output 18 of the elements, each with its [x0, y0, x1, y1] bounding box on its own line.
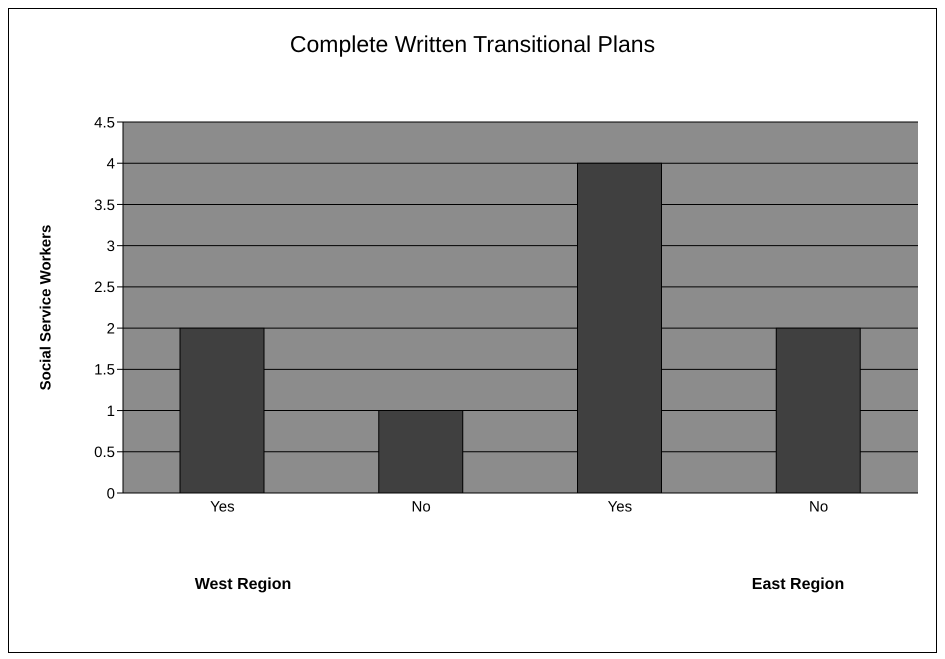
text: West Region	[194, 576, 292, 594]
y-tick-label: 0	[106, 485, 115, 502]
y-tick-label: 2.5	[94, 279, 115, 296]
y-tick-label: 1	[106, 402, 115, 420]
text: East Region	[750, 576, 846, 594]
y-tick-label: 3.5	[94, 196, 115, 214]
x-tick-label: Yes	[608, 498, 632, 516]
y-tick-label: 4	[106, 156, 115, 173]
y-tick-label: 1.5	[94, 362, 115, 379]
chart-title: Complete Written Transitional Plans	[288, 31, 656, 58]
y-tick-label: 3	[106, 238, 115, 255]
x-tick-label: No	[412, 498, 431, 516]
y-tick-label: 0.5	[94, 444, 115, 462]
y-tick-label: 4.5	[94, 114, 115, 132]
y-tick-label: 2	[106, 320, 115, 338]
y-axis-title: Social Service Workers	[37, 224, 54, 390]
x-tick-label: Yes	[210, 498, 235, 516]
x-tick-label: No	[809, 498, 828, 516]
